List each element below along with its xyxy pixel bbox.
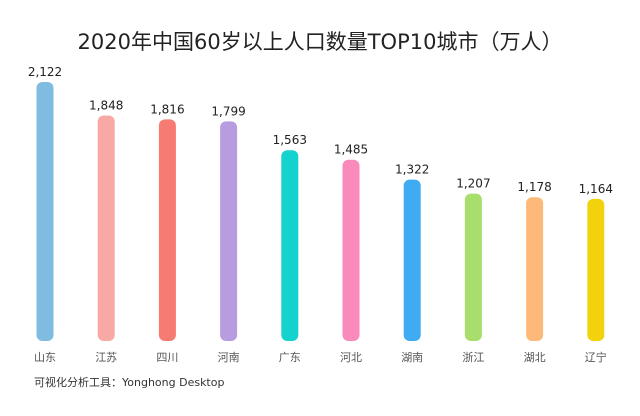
bar-8 xyxy=(526,197,544,341)
value-label: 1,178 xyxy=(517,180,551,194)
bar-3 xyxy=(220,121,238,341)
chart-title: 2020年中国60岁以上人口数量TOP10城市（万人） xyxy=(77,30,563,54)
category-label: 河北 xyxy=(340,351,362,364)
value-label: 1,848 xyxy=(89,98,123,112)
value-label: 1,485 xyxy=(334,143,368,157)
category-label: 广东 xyxy=(279,351,301,364)
category-label: 江苏 xyxy=(95,351,117,364)
bar-1 xyxy=(97,115,115,341)
category-label: 湖南 xyxy=(401,351,423,364)
value-label: 1,816 xyxy=(150,102,184,116)
value-label: 1,322 xyxy=(395,163,429,177)
bar-6 xyxy=(403,179,421,341)
category-label: 湖北 xyxy=(524,351,546,364)
bar-0 xyxy=(36,82,54,341)
bar-4 xyxy=(281,150,299,341)
value-label: 1,164 xyxy=(579,182,613,196)
category-label: 四川 xyxy=(156,351,178,364)
value-label: 1,799 xyxy=(211,104,245,118)
category-label: 山东 xyxy=(34,351,56,364)
value-label: 2,122 xyxy=(28,65,62,79)
category-label: 河南 xyxy=(218,351,240,364)
bar-5 xyxy=(342,159,360,341)
footer-note: 可视化分析工具：Yonghong Desktop xyxy=(34,376,225,389)
category-label: 辽宁 xyxy=(585,350,607,364)
category-label: 浙江 xyxy=(462,351,484,364)
value-label: 1,207 xyxy=(456,177,490,191)
bar-2 xyxy=(158,119,176,341)
value-label: 1,563 xyxy=(273,133,307,147)
bar-7 xyxy=(464,193,482,341)
bar-9 xyxy=(587,198,605,341)
